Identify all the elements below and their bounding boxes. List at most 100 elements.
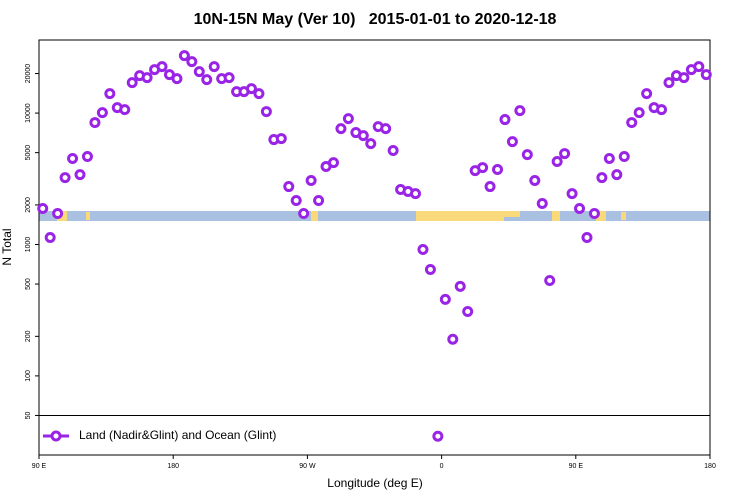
data-point bbox=[566, 188, 578, 200]
data-point bbox=[626, 117, 638, 129]
data-point bbox=[290, 195, 302, 207]
y-tick-label: 10000 bbox=[25, 103, 32, 123]
data-point bbox=[126, 77, 138, 89]
land-patch bbox=[504, 211, 520, 217]
data-point bbox=[357, 130, 369, 142]
legend-marker bbox=[50, 430, 62, 442]
x-axis-label: Longitude (deg E) bbox=[327, 476, 422, 490]
data-point bbox=[141, 72, 153, 84]
data-point bbox=[59, 172, 71, 184]
y-tick-label: 1000 bbox=[25, 237, 32, 253]
data-point bbox=[275, 133, 287, 145]
data-point bbox=[67, 153, 79, 165]
data-point bbox=[186, 56, 198, 68]
data-point bbox=[477, 162, 489, 174]
data-point bbox=[81, 151, 93, 163]
data-point bbox=[574, 202, 586, 214]
data-point bbox=[529, 174, 541, 186]
y-tick-label: 20000 bbox=[25, 64, 32, 84]
chart-title: 10N-15N May (Ver 10) 2015-01-01 to 2020-… bbox=[194, 11, 557, 28]
x-tick-label: 90 E bbox=[569, 463, 584, 470]
x-tick-label: 90 E bbox=[32, 463, 47, 470]
land-patch bbox=[552, 211, 560, 221]
data-point bbox=[96, 107, 108, 119]
data-point bbox=[432, 430, 444, 442]
data-point bbox=[365, 138, 377, 150]
data-point bbox=[656, 104, 668, 116]
y-tick-label: 2000 bbox=[25, 197, 32, 213]
data-point bbox=[193, 66, 205, 78]
x-tick-label: 90 W bbox=[299, 463, 316, 470]
data-point bbox=[700, 69, 712, 81]
x-tick-label: 180 bbox=[167, 463, 179, 470]
data-point bbox=[678, 72, 690, 84]
data-point bbox=[104, 88, 116, 100]
data-point bbox=[387, 145, 399, 157]
legend-label: Land (Nadir&Glint) and Ocean (Glint) bbox=[79, 428, 276, 442]
data-point bbox=[245, 83, 257, 95]
land-patch bbox=[621, 212, 626, 220]
data-point bbox=[52, 208, 64, 220]
data-point bbox=[514, 105, 526, 117]
data-point bbox=[410, 188, 422, 200]
land-ocean-band bbox=[39, 211, 710, 221]
y-axis-label: N Total bbox=[0, 228, 14, 265]
y-tick-label: 500 bbox=[25, 278, 32, 290]
data-point bbox=[611, 169, 623, 181]
y-tick-label: 5000 bbox=[25, 145, 32, 161]
data-point bbox=[260, 106, 272, 118]
data-point bbox=[581, 232, 593, 244]
data-point bbox=[499, 114, 511, 126]
data-point bbox=[663, 77, 675, 89]
data-point bbox=[335, 123, 347, 135]
data-point bbox=[283, 181, 295, 193]
data-point bbox=[559, 148, 571, 160]
x-tick-label: 0 bbox=[440, 463, 444, 470]
land-patch bbox=[311, 211, 318, 221]
data-point bbox=[618, 151, 630, 163]
y-tick-label: 50 bbox=[25, 411, 32, 419]
data-point bbox=[156, 61, 168, 73]
data-point bbox=[313, 195, 325, 207]
land-patch bbox=[596, 211, 606, 221]
data-point bbox=[44, 232, 56, 244]
data-point bbox=[424, 264, 436, 276]
data-point bbox=[89, 117, 101, 129]
data-point bbox=[342, 113, 354, 125]
data-point bbox=[544, 275, 556, 287]
data-point bbox=[506, 136, 518, 148]
y-tick-label: 100 bbox=[25, 370, 32, 382]
y-tick-label: 200 bbox=[25, 330, 32, 342]
data-point bbox=[536, 198, 548, 210]
data-point bbox=[633, 107, 645, 119]
data-point bbox=[588, 208, 600, 220]
data-point bbox=[298, 208, 310, 220]
data-point bbox=[178, 50, 190, 62]
land-patch bbox=[86, 212, 90, 220]
data-point bbox=[693, 61, 705, 73]
data-point bbox=[484, 181, 496, 193]
data-point bbox=[37, 202, 49, 214]
data-point bbox=[439, 293, 451, 305]
data-point bbox=[223, 72, 235, 84]
data-point bbox=[492, 164, 504, 176]
data-point bbox=[119, 104, 131, 116]
data-point bbox=[603, 153, 615, 165]
data-point bbox=[305, 174, 317, 186]
land-patch bbox=[416, 211, 504, 221]
data-point bbox=[551, 156, 563, 168]
data-point bbox=[462, 306, 474, 318]
data-point bbox=[447, 333, 459, 345]
data-point bbox=[327, 157, 339, 169]
data-point bbox=[454, 280, 466, 292]
data-point bbox=[171, 73, 183, 85]
data-point bbox=[521, 149, 533, 161]
data-point bbox=[208, 61, 220, 73]
data-point bbox=[380, 123, 392, 135]
data-point bbox=[417, 244, 429, 256]
data-point bbox=[641, 88, 653, 100]
data-point bbox=[201, 74, 213, 86]
data-point bbox=[74, 169, 86, 181]
x-tick-label: 180 bbox=[704, 463, 716, 470]
